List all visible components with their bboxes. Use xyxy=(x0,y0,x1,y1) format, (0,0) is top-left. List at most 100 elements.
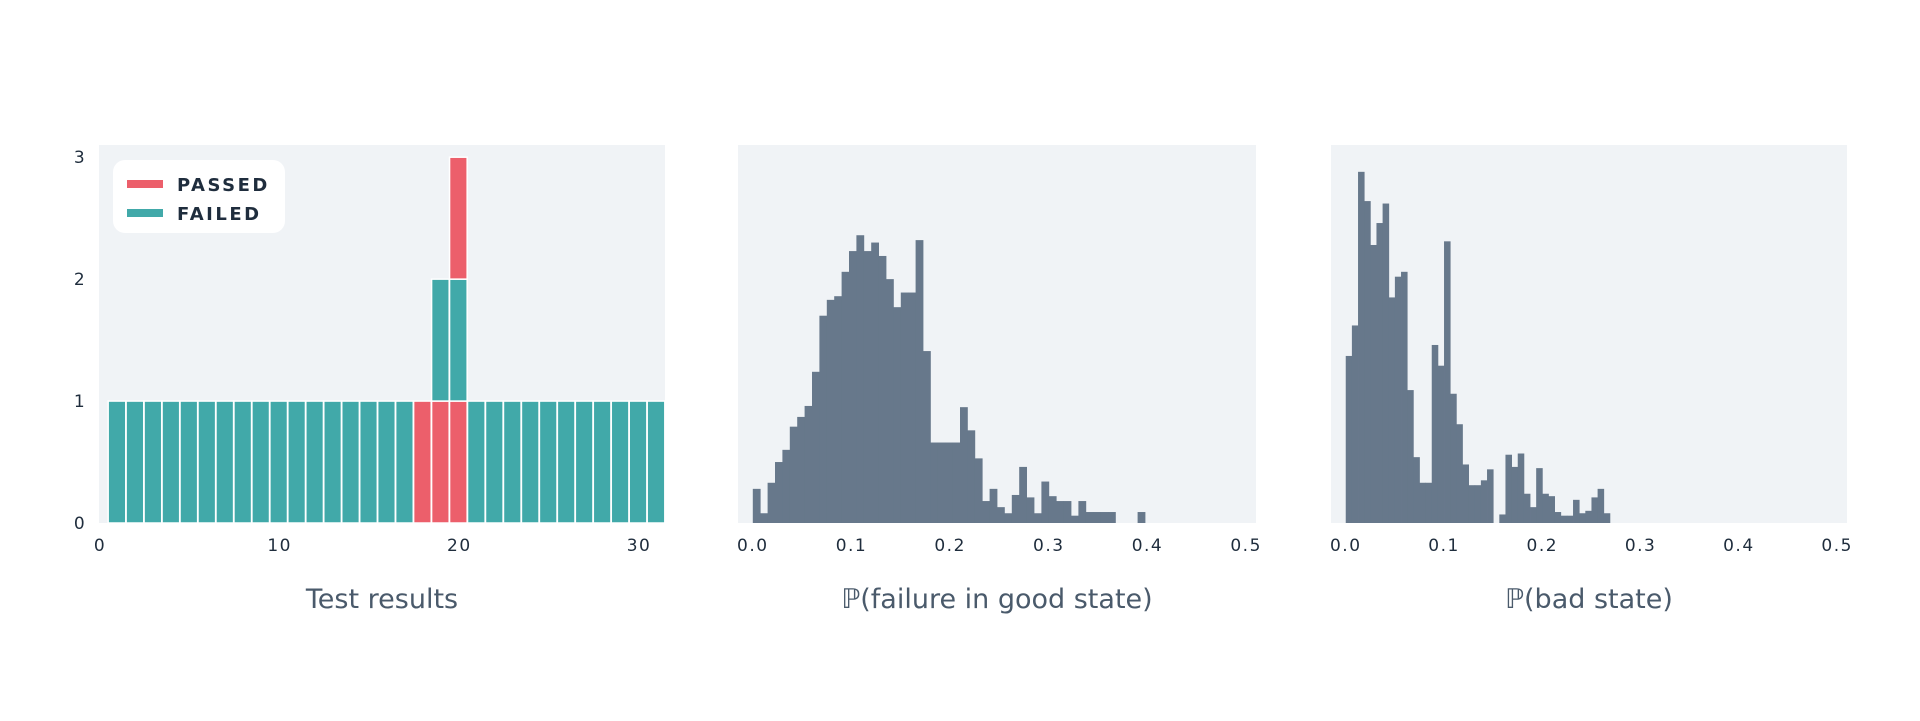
hist-bin-28 xyxy=(1517,453,1525,523)
hist-bin-43 xyxy=(1071,515,1079,523)
x-tick-label-0.1: 0.1 xyxy=(1428,536,1460,556)
hist-bin-35 xyxy=(1011,494,1020,523)
hist-bin-23 xyxy=(923,351,931,523)
x-tick-label-0.1: 0.1 xyxy=(836,536,868,556)
bar-failed-13 xyxy=(323,400,343,524)
hist-bin-26 xyxy=(1505,454,1512,523)
hist-bin-27 xyxy=(952,442,961,523)
hist-bin-39 xyxy=(1585,510,1592,523)
hist-bin-5 xyxy=(1376,223,1383,524)
hist-bin-11 xyxy=(834,296,842,523)
failure-good-state-x-ticks: 0.0 0.1 0.2 0.3 0.4 0.5 xyxy=(737,536,1262,556)
hist-bin-25 xyxy=(937,442,946,523)
hist-bin-40 xyxy=(1591,497,1598,523)
bar-failed-8 xyxy=(233,400,253,524)
hist-bin-45 xyxy=(1085,512,1094,523)
bar-failed-4 xyxy=(161,400,181,524)
legend-label-failed: FAILED xyxy=(177,204,262,225)
bar-passed-top-20 xyxy=(448,156,468,280)
hist-bin-27 xyxy=(1511,466,1519,523)
bad-state-histogram xyxy=(1345,171,1611,524)
bar-failed-29 xyxy=(610,400,630,524)
hist-bin-14 xyxy=(1431,344,1439,523)
hist-bin-5 xyxy=(789,426,798,523)
bar-failed-12 xyxy=(305,400,325,524)
hist-bin-34 xyxy=(1554,512,1562,523)
bar-failed-15 xyxy=(358,400,379,524)
x-tick-label-10: 10 xyxy=(267,536,292,556)
test-results-y-ticks: 0 1 2 3 xyxy=(74,148,86,534)
hist-bin-39 xyxy=(1041,481,1050,523)
hist-bin-25 xyxy=(1499,514,1506,523)
hist-bin-9 xyxy=(1401,271,1408,523)
test-results-panel: 0 1 2 3 0 10 20 30 Test results PASSED FAILED xyxy=(74,145,666,615)
hist-bin-14 xyxy=(856,235,865,524)
bar-failed-10 xyxy=(269,400,289,524)
bar-failed-9 xyxy=(251,400,271,524)
hist-bin-8 xyxy=(812,371,820,523)
hist-bin-10 xyxy=(1407,390,1414,523)
hist-bin-30 xyxy=(1530,507,1537,523)
hist-bin-13 xyxy=(1425,482,1433,523)
bar-failed-28 xyxy=(592,400,612,524)
hist-bin-40 xyxy=(1048,496,1057,523)
bar-passed-18 xyxy=(412,400,432,524)
hist-bin-17 xyxy=(1450,393,1457,523)
hist-bin-21 xyxy=(908,292,916,523)
x-tick-label-0.5: 0.5 xyxy=(1230,536,1262,556)
x-tick-label-0.4: 0.4 xyxy=(1723,536,1755,556)
x-tick-label-0.2: 0.2 xyxy=(1527,536,1559,556)
hist-bin-36 xyxy=(1566,515,1574,523)
hist-bin-33 xyxy=(1548,496,1555,523)
failure-good-state-histogram xyxy=(752,235,1146,524)
bad-state-x-axis-label: ℙ(bad state) xyxy=(1505,584,1673,615)
x-tick-label-30: 30 xyxy=(627,536,652,556)
legend-swatch-failed xyxy=(127,209,163,217)
hist-bin-17 xyxy=(878,255,887,523)
test-results-x-axis-label: Test results xyxy=(305,584,458,615)
hist-bin-11 xyxy=(1413,457,1420,523)
hist-bin-4 xyxy=(1370,244,1377,523)
hist-bin-18 xyxy=(1456,424,1463,523)
hist-bin-36 xyxy=(1019,466,1027,523)
hist-bin-46 xyxy=(1093,512,1101,523)
hist-bin-1 xyxy=(760,513,768,523)
hist-bin-7 xyxy=(804,405,813,523)
bar-failed-6 xyxy=(197,400,217,524)
x-tick-label-0.0: 0.0 xyxy=(1330,536,1362,556)
x-tick-label-20: 20 xyxy=(447,536,472,556)
failure-good-state-panel: 0.0 0.1 0.2 0.3 0.4 0.5 ℙ(failure in good sta… xyxy=(737,145,1262,615)
hist-bin-26 xyxy=(945,442,953,523)
x-tick-label-0.4: 0.4 xyxy=(1132,536,1164,556)
bar-failed-25 xyxy=(538,400,558,524)
hist-bin-31 xyxy=(982,501,990,523)
hist-bin-0 xyxy=(752,488,761,523)
x-tick-label-0.0: 0.0 xyxy=(737,536,769,556)
hist-bin-22 xyxy=(1480,480,1488,523)
bar-failed-17 xyxy=(394,400,415,524)
hist-bin-37 xyxy=(1026,497,1035,523)
bar-failed-20 xyxy=(448,278,468,402)
hist-bin-3 xyxy=(775,462,783,523)
hist-bin-21 xyxy=(1474,485,1482,523)
bar-passed-19 xyxy=(430,400,450,524)
hist-bin-19 xyxy=(1462,464,1469,523)
legend-label-passed: PASSED xyxy=(177,175,270,196)
bad-state-x-ticks: 0.0 0.1 0.2 0.3 0.4 0.5 xyxy=(1330,536,1851,556)
y-tick-label-2: 2 xyxy=(74,270,86,290)
hist-bin-24 xyxy=(930,442,939,523)
hist-bin-42 xyxy=(1063,501,1072,523)
y-tick-label-3: 3 xyxy=(74,148,86,168)
hist-bin-23 xyxy=(1487,469,1494,523)
y-tick-label-1: 1 xyxy=(74,392,86,412)
hist-bin-32 xyxy=(989,488,998,523)
hist-bin-6 xyxy=(797,416,805,523)
hist-bin-44 xyxy=(1078,501,1087,523)
hist-bin-38 xyxy=(1034,513,1042,523)
hist-bin-22 xyxy=(915,240,924,523)
hist-bin-8 xyxy=(1394,276,1402,523)
hist-bin-29 xyxy=(1523,493,1531,523)
hist-bin-37 xyxy=(1573,499,1580,523)
hist-bin-38 xyxy=(1579,513,1586,523)
hist-bin-12 xyxy=(1419,482,1426,523)
